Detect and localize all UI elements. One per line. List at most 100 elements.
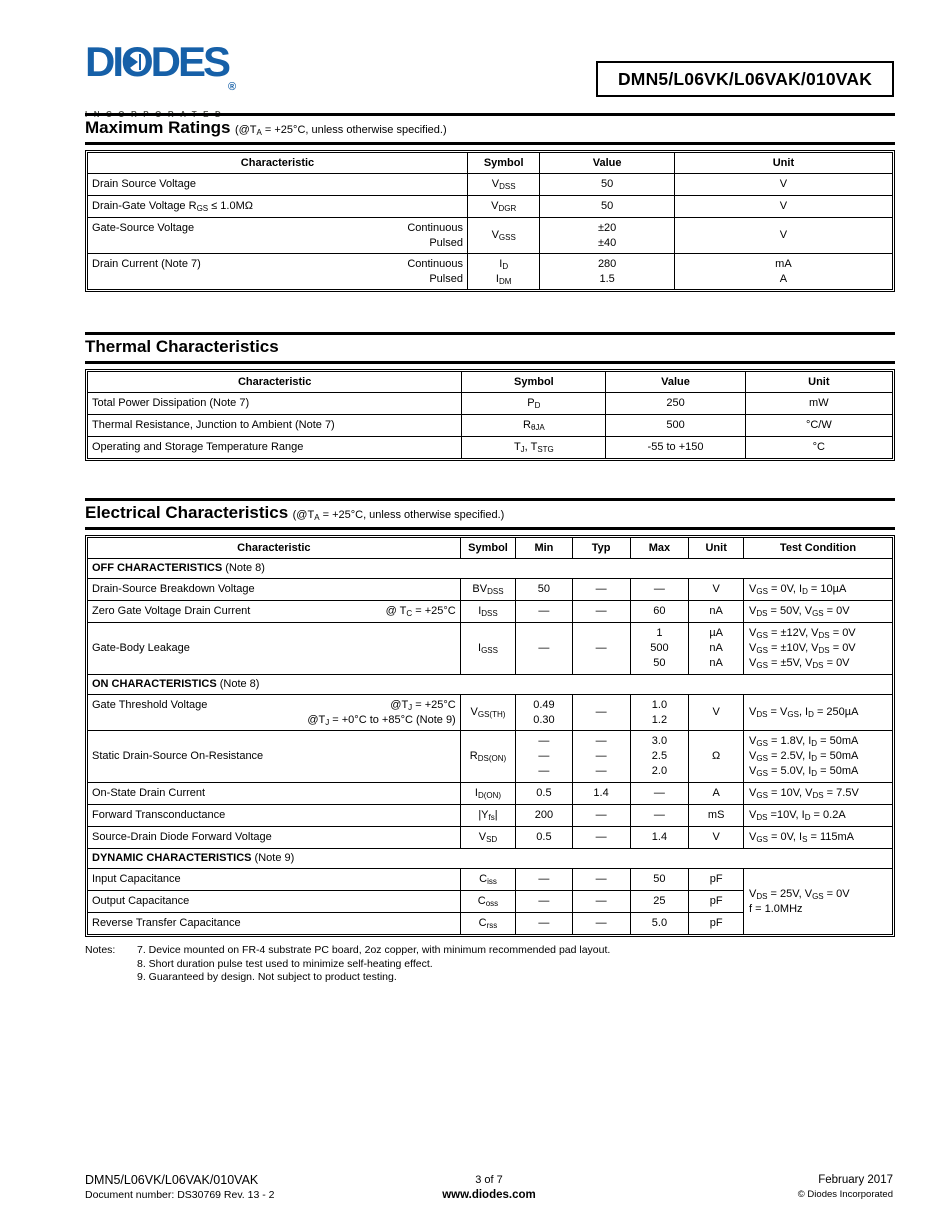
part-number-box: DMN5/L06VK/L06VAK/010VAK xyxy=(596,61,894,97)
section-title-condition: (@TA = +25°C, unless otherwise specified… xyxy=(234,124,447,137)
column-header: Symbol xyxy=(459,537,517,559)
characteristic-cell: Static Drain-Source On-Resistance xyxy=(87,730,461,783)
value-cell: 50 xyxy=(539,173,675,196)
value-cell: RθJA xyxy=(461,414,607,437)
value-cell: ID(ON) xyxy=(459,782,517,805)
column-header: Max xyxy=(629,537,690,559)
value-cell: °C xyxy=(744,436,894,459)
characteristic-cell: Reverse Transfer Capacitance xyxy=(87,912,461,935)
note-item: 9. Guaranteed by design. Not subject to … xyxy=(137,971,397,983)
footer-website-link[interactable]: www.diodes.com xyxy=(442,1189,536,1201)
value-cell: pF xyxy=(688,912,745,935)
value-cell: 250 xyxy=(605,392,746,415)
test-condition-cell: VGS = 0V, IS = 115mA xyxy=(743,826,893,849)
value-cell: |Yfs| xyxy=(459,804,517,827)
value-cell: — xyxy=(571,826,631,849)
value-cell: — xyxy=(571,868,631,891)
value-cell: 0.5 xyxy=(515,782,573,805)
table-row: On-State Drain Current ID(ON) 0.5 1.4— A VGS … xyxy=(87,782,893,805)
data-table: Characteristic Symbol Value Unit Drain Sourc… xyxy=(87,152,894,290)
column-header: Characteristic xyxy=(87,537,461,559)
section-electrical-characteristics: Electrical Characteristics (@TA = +25°C,… xyxy=(85,498,895,937)
value-cell: — xyxy=(515,912,573,935)
diodes-logo-wordmark: DIODES® xyxy=(85,38,237,94)
test-condition-cell: VGS = 1.8V, ID = 50mA VGS = 2.5V, ID = 50… xyxy=(743,730,893,783)
section-heading-maximum-ratings: Maximum Ratings (@TA = +25°C, unless oth… xyxy=(85,113,895,145)
characteristic-cell: Operating and Storage Temperature Range xyxy=(86,436,463,459)
table-header-row: Characteristic Symbol Value Unit xyxy=(86,371,894,393)
footer-copyright: © Diodes Incorporated xyxy=(797,1189,893,1200)
characteristic-cell: Output Capacitance xyxy=(87,890,461,913)
page-content: Maximum Ratings (@TA = +25°C, unless oth… xyxy=(85,113,895,985)
test-condition-cell: VGS = 0V, ID = 10µA xyxy=(743,578,893,601)
value-cell: — xyxy=(571,622,631,675)
value-cell: — xyxy=(571,694,631,731)
characteristic-cell: Total Power Dissipation (Note 7) xyxy=(86,392,463,415)
column-header: Unit xyxy=(744,371,894,393)
value-cell: 1.4 xyxy=(629,826,690,849)
footer-left: DMN5/L06VK/L06VAK/010VAK Document number… xyxy=(85,1173,275,1202)
value-cell: — xyxy=(629,804,690,827)
value-cell: 3.0 2.5 2.0 xyxy=(629,730,690,783)
value-cell: VDGR xyxy=(466,195,541,218)
value-cell: V xyxy=(673,217,894,254)
column-header: Value xyxy=(539,152,675,174)
table-header-row: Characteristic Symbol Value Unit xyxy=(87,152,894,174)
footer-document-number: Document number: DS30769 Rev. 13 - 2 xyxy=(85,1189,275,1201)
value-cell: — xyxy=(571,804,631,827)
column-header: Value xyxy=(605,371,746,393)
section-label: DYNAMIC CHARACTERISTICS (Note 9) xyxy=(87,848,893,869)
characteristic-cell: Drain-Source Breakdown Voltage xyxy=(87,578,461,601)
characteristic-cell: Gate-Body Leakage xyxy=(87,622,461,675)
value-cell: 1.0 1.2 xyxy=(629,694,690,731)
table-row: Thermal Resistance, Junction to Ambient … xyxy=(86,414,894,437)
test-condition-cell: VDS = 25V, VGS = 0V f = 1.0MHz xyxy=(743,868,893,935)
value-cell: Coss xyxy=(459,890,517,913)
table-row: Gate-Source Voltage Continuous Pulsed VGSS ±… xyxy=(87,217,894,254)
table-section-row: DYNAMIC CHARACTERISTICS (Note 9) xyxy=(87,848,893,869)
table-row: Reverse Transfer Capacitance Crss — —5.0 pF xyxy=(87,912,893,935)
value-cell: Ω xyxy=(688,730,745,783)
footer-center: 3 of 7 www.diodes.com xyxy=(85,1173,893,1202)
value-cell: ±20 ±40 xyxy=(539,217,675,254)
value-cell: ID IDM xyxy=(466,253,541,290)
value-cell: IDSS xyxy=(459,600,517,623)
maximum-ratings-table: Characteristic Symbol Value Unit Drain Sourc… xyxy=(85,150,895,292)
column-header: Characteristic xyxy=(87,152,468,174)
value-cell: V xyxy=(673,173,894,196)
value-cell: A xyxy=(688,782,745,805)
characteristic-cell: Thermal Resistance, Junction to Ambient … xyxy=(86,414,463,437)
value-cell: 5.0 xyxy=(629,912,690,935)
table-section-row: ON CHARACTERISTICS (Note 8) xyxy=(87,674,893,695)
value-cell: — xyxy=(515,622,573,675)
section-thermal-characteristics: Thermal Characteristics Characteristic Sy… xyxy=(85,332,895,461)
column-header: Typ xyxy=(571,537,631,559)
section-title: Thermal Characteristics xyxy=(85,337,279,356)
test-condition-cell: VGS = ±12V, VDS = 0V VGS = ±10V, VDS = 0V… xyxy=(743,622,893,675)
table-row: Drain-Gate Voltage RGS ≤ 1.0MΩ VDGR 50 V xyxy=(87,195,894,218)
test-condition-cell: VDS = VGS, ID = 250µA xyxy=(743,694,893,731)
value-cell: µA nA nA xyxy=(688,622,745,675)
value-cell: 25 xyxy=(629,890,690,913)
column-header: Min xyxy=(515,537,573,559)
table-section-row: OFF CHARACTERISTICS (Note 8) xyxy=(87,558,893,579)
diodes-logo: DIODES® INCORPORATED xyxy=(85,38,237,120)
value-cell: 50 xyxy=(515,578,573,601)
table-row: Static Drain-Source On-Resistance RDS(ON)… xyxy=(87,730,893,783)
value-cell: — xyxy=(629,782,690,805)
section-title: Electrical Characteristics xyxy=(85,503,289,522)
value-cell: V xyxy=(688,826,745,849)
value-cell: — xyxy=(571,912,631,935)
column-header: Symbol xyxy=(461,371,607,393)
characteristic-cell: Drain-Gate Voltage RGS ≤ 1.0MΩ xyxy=(87,195,468,218)
table-row: Zero Gate Voltage Drain Current @ TC = +2… xyxy=(87,600,893,623)
value-cell: 200 xyxy=(515,804,573,827)
value-cell: — xyxy=(571,578,631,601)
value-cell: — xyxy=(571,600,631,623)
value-cell: Ciss xyxy=(459,868,517,891)
electrical-characteristics-table: Characteristic Symbol Min Typ Max Unit Test Co… xyxy=(85,535,895,937)
table-row: Source-Drain Diode Forward Voltage VSD 0.5… xyxy=(87,826,893,849)
table-row: Drain Current (Note 7) Continuous Pulsed ID… xyxy=(87,253,894,290)
value-cell: nA xyxy=(688,600,745,623)
